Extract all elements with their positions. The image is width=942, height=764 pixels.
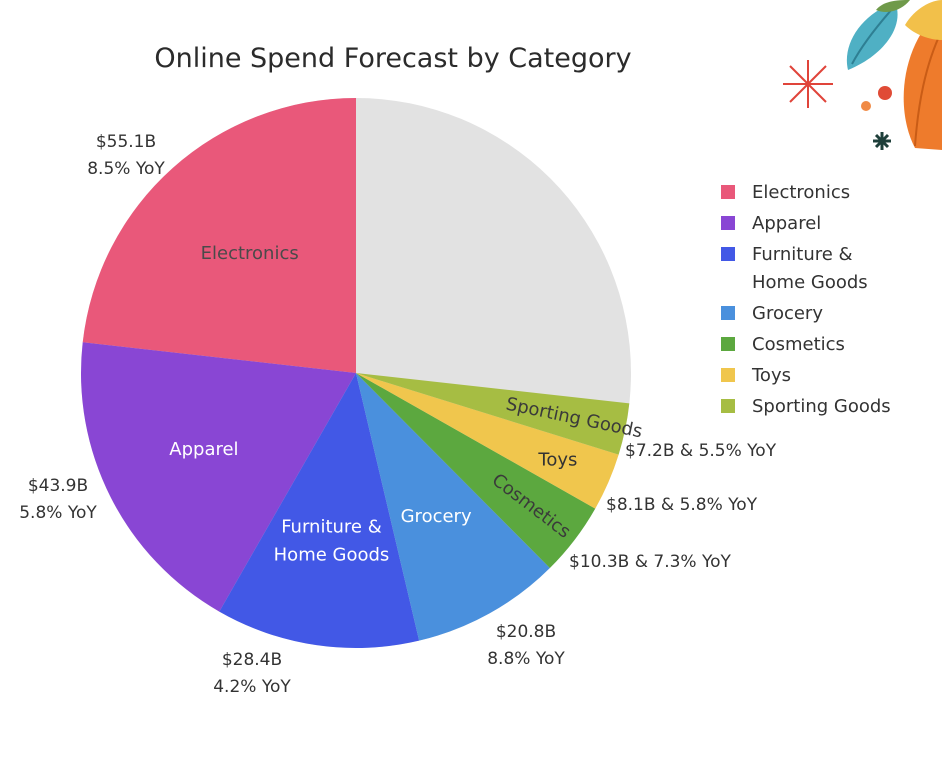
legend-label: Apparel	[752, 213, 821, 234]
legend-label: Toys	[751, 365, 791, 386]
legend-label: Grocery	[752, 303, 823, 324]
dark-star	[873, 132, 891, 150]
pie-slice-sporting-goods	[356, 373, 630, 455]
legend-item-toys: Toys	[721, 365, 791, 386]
value-labels: $55.1B 8.5% YoY $43.9B 5.8% YoY $28.4B 4.2% Y…	[19, 132, 776, 697]
slice-label-furniture-home-goods: Furniture & Home Goods	[274, 517, 390, 566]
pie-slice-apparel	[80, 342, 356, 612]
legend-swatch	[721, 216, 735, 230]
legend-item-cosmetics: Cosmetics	[721, 334, 845, 355]
legend-swatch	[721, 306, 735, 320]
legend-swatch	[721, 337, 735, 351]
berry	[878, 86, 892, 100]
legend-swatch	[721, 368, 735, 382]
pie-slice-cosmetics	[356, 373, 596, 569]
legend-item-apparel: Apparel	[721, 213, 821, 234]
legend-item-grocery: Grocery	[721, 303, 823, 324]
slice-label-electronics: Electronics	[201, 243, 299, 264]
pie-slices	[80, 98, 631, 649]
legend-item-furniture-home-goods: Furniture & Home Goods	[721, 244, 868, 293]
pie-slice-grocery	[356, 373, 550, 641]
slice-label-toys: Toys	[537, 449, 577, 470]
legend-swatch	[721, 247, 735, 261]
pie-slice-furniture-home-goods	[219, 373, 420, 649]
pie-slice-electronics	[82, 98, 356, 373]
slice-label-apparel: Apparel	[169, 439, 238, 460]
value-label-sporting-goods: $7.2B & 5.5% YoY	[625, 441, 777, 461]
legend-label: Electronics	[752, 182, 850, 203]
value-label-cosmetics: $10.3B & 7.3% YoY	[569, 552, 732, 572]
legend-item-electronics: Electronics	[721, 182, 850, 203]
legend-label: Sporting Goods	[752, 396, 891, 417]
pie-slice-toys	[356, 373, 619, 509]
green-leaf	[876, 0, 910, 12]
berry-small	[861, 101, 871, 111]
legend-item-sporting-goods: Sporting Goods	[721, 396, 891, 417]
legend-label: Furniture & Home Goods	[752, 244, 868, 293]
value-label-apparel: $43.9B 5.8% YoY	[19, 476, 97, 523]
slice-label-grocery: Grocery	[401, 506, 472, 527]
legend-swatch	[721, 399, 735, 413]
legend-swatch	[721, 185, 735, 199]
chart-title: Online Spend Forecast by Category	[154, 43, 631, 74]
value-label-toys: $8.1B & 5.8% YoY	[606, 495, 758, 515]
value-label-electronics: $55.1B 8.5% YoY	[87, 132, 165, 179]
legend-label: Cosmetics	[752, 334, 845, 355]
legend: Electronics Apparel Furniture & Home Goods G…	[721, 182, 891, 417]
value-label-furniture-home-goods: $28.4B 4.2% YoY	[213, 650, 291, 697]
decorative-leaves	[783, 0, 942, 150]
value-label-grocery: $20.8B 8.8% YoY	[487, 622, 565, 669]
yellow-leaf	[905, 0, 942, 40]
red-star-burst	[783, 60, 833, 108]
orange-leaf	[903, 8, 942, 150]
